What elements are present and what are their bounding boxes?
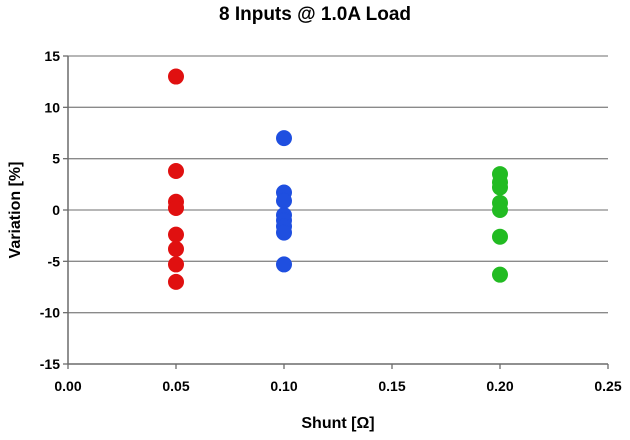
y-tick-label: 15 (44, 48, 60, 64)
data-point (492, 266, 508, 283)
data-point (492, 202, 508, 218)
data-point (492, 228, 508, 245)
data-point (168, 241, 184, 258)
y-tick-label: -5 (48, 253, 61, 269)
x-tick-label: 0.10 (270, 378, 297, 394)
data-point (276, 130, 292, 147)
data-point (492, 179, 508, 196)
data-point (276, 192, 292, 209)
data-point (168, 226, 184, 243)
data-point (168, 273, 184, 290)
data-point (168, 162, 184, 179)
grid-layer (68, 55, 608, 314)
x-tick-label: 0.15 (378, 378, 405, 394)
data-point (168, 256, 184, 273)
y-tick-label: 0 (52, 202, 60, 218)
data-point (276, 256, 292, 273)
y-axis-label: Variation [%] (7, 162, 24, 259)
data-point (168, 199, 184, 216)
x-tick-label: 0.20 (486, 378, 513, 394)
axis-layer (63, 55, 609, 369)
y-tick-label: -15 (40, 356, 60, 372)
point-layer (168, 68, 508, 290)
y-tick-label: -10 (40, 305, 60, 321)
y-tick-label: 10 (44, 99, 60, 115)
x-tick-label: 0.05 (162, 378, 189, 394)
y-tick-label: 5 (52, 151, 60, 167)
tick-layer: 15 10 5 0 -5 -10 -15 0.00 0.05 0.10 0.15 0.20 0.25 (40, 48, 622, 394)
x-tick-label: 0.00 (54, 378, 81, 394)
chart-title: 8 Inputs @ 1.0A Load (218, 4, 411, 25)
x-tick-label: 0.25 (594, 378, 621, 394)
data-point (276, 224, 292, 241)
data-point (168, 68, 184, 85)
x-axis-label: Shunt [Ω] (301, 415, 374, 432)
